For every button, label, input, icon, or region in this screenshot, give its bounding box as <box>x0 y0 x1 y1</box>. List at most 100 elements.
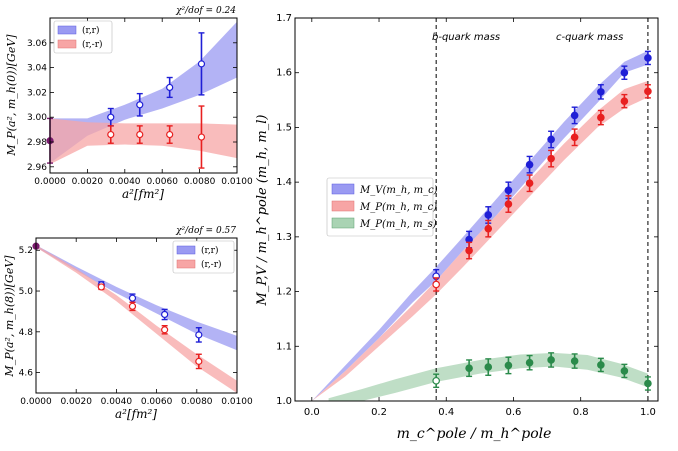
bottom-left-point-s1-2 <box>161 324 169 335</box>
top-left-ytick-label-2: 3.00 <box>27 113 47 123</box>
bottom-left-legend-label-rmr: (r,-r) <box>201 259 222 270</box>
top-left-xtick-label-1: 0.0020 <box>72 177 104 187</box>
right-point-s2-0 <box>465 359 473 378</box>
right-ytick-label-7: 1.7 <box>276 13 292 24</box>
bottom-left-point-s0-1 <box>128 293 137 303</box>
right-point-s1-3 <box>525 174 534 193</box>
right-point-s0-6 <box>597 84 605 100</box>
bottom-left-xtick-label-4: 0.0080 <box>181 397 213 407</box>
right-point-s0-8 <box>644 50 652 66</box>
top-left-ytick-label-4: 3.04 <box>27 64 47 74</box>
bottom-left-band-1 <box>36 245 237 393</box>
top-left-point-s1-3 <box>197 105 206 169</box>
right-vlines <box>435 18 649 401</box>
top-left-xtick-label-3: 0.0060 <box>146 177 178 187</box>
right-ytick-label-2: 1.2 <box>276 287 292 298</box>
bottom-left-ylabel: M_P(a², m_h(8))[GeV] <box>3 255 16 378</box>
top-left-point-s0-3 <box>197 32 206 96</box>
top-left-bands <box>50 21 237 165</box>
right-frame <box>294 17 659 402</box>
right-marks <box>432 50 652 391</box>
right-legend-label-mv: M_V(m_h, m_c) <box>359 185 438 196</box>
right-xtick-label-5: 1.0 <box>640 407 656 418</box>
bottom-left-xtick-label-2: 0.0040 <box>101 397 133 407</box>
right-xtick-label-0: 0.0 <box>304 407 320 418</box>
bottom-left-panel: 0.0000 0.0020 0.0040 0.0060 0.0080 0.0100 4.6 4… <box>3 226 253 421</box>
bottom-left-legend-swatch-rr <box>176 245 196 255</box>
top-left-xlabel: a²[fm²] <box>122 187 164 201</box>
right-point-s2-8 <box>644 376 652 391</box>
top-left-ytick-label-5: 3.06 <box>27 39 47 49</box>
right-xtick-label-2: 0.4 <box>438 407 454 418</box>
right-point-s2-3 <box>525 354 534 371</box>
right-ylabel: M_P,V / m_h^pole (m_h, m_l) <box>255 115 270 307</box>
right-legend-label-ms: M_P(m_h, m_s) <box>359 219 437 230</box>
right-point-s1-4 <box>547 149 555 168</box>
right-point-s2-1 <box>484 358 493 376</box>
bottom-left-ytick-label-0: 4.6 <box>19 369 34 379</box>
right-point-s1-7 <box>620 93 629 109</box>
bottom-left-band-0 <box>36 245 237 351</box>
top-left-ytick-label-0: 2.96 <box>27 163 47 173</box>
bottom-left-ytick-label-2: 5.0 <box>19 287 34 297</box>
top-left-xtick-label-4: 0.0080 <box>184 177 216 187</box>
bottom-left-ytick-label-1: 4.8 <box>19 328 34 338</box>
right-band-0 <box>311 50 648 402</box>
right-ytick-label-6: 1.6 <box>276 68 292 79</box>
right-legend-label-mp: M_P(m_h, m_c) <box>359 202 437 213</box>
bottom-left-ytick-label-3: 5.2 <box>19 246 33 256</box>
bottom-left-xlabel: a²[fm²] <box>115 407 157 421</box>
right-point-s1-2 <box>504 195 513 213</box>
right-ticks: 0.0 0.2 0.4 0.6 0.8 1.0 1.0 1.1 1.2 1.3 1.4 1.5 1.6 1… <box>276 13 658 418</box>
top-left-legend: (r,r) (r,-r) <box>53 20 113 54</box>
top-left-point-s1-2 <box>166 125 174 144</box>
right-legend: M_V(m_h, m_c) M_P(m_h, m_c) M_P(m_h, m_s… <box>326 177 438 237</box>
right-point-s0-5 <box>570 106 579 125</box>
right-xtick-label-1: 0.2 <box>371 407 387 418</box>
right-point-s2-4 <box>547 352 555 368</box>
right-band-2 <box>328 352 648 401</box>
top-left-point-s1-1 <box>136 125 144 144</box>
top-left-band-1 <box>50 118 237 165</box>
bottom-left-chi2: χ²/dof = 0.57 <box>175 226 236 236</box>
right-point-s1-0 <box>465 241 473 260</box>
bottom-left-legend-label-rr: (r,r) <box>201 245 219 256</box>
vline-label-c: c-quark mass <box>556 32 623 43</box>
top-left-ytick-label-3: 3.02 <box>27 88 47 98</box>
bottom-left-point-s1-0 <box>97 283 105 291</box>
right-open-point-s2 <box>432 373 440 389</box>
right-point-s2-5 <box>570 353 579 369</box>
right-xlabel: m_c^pole / m_h^pole <box>397 426 552 442</box>
right-band-1 <box>311 80 648 402</box>
bottom-left-xtick-label-0: 0.0000 <box>20 397 52 407</box>
right-xtick-label-4: 0.8 <box>573 407 589 418</box>
right-legend-swatch-mv <box>331 183 355 195</box>
top-left-point-s0-1 <box>136 92 144 117</box>
bottom-left-xtick-label-1: 0.0020 <box>60 397 92 407</box>
right-point-s1-5 <box>570 128 579 147</box>
bottom-left-bands <box>36 245 237 393</box>
top-left-chi2: χ²/dof = 0.24 <box>175 6 236 16</box>
top-left-legend-label-rmr: (r,-r) <box>82 39 103 50</box>
right-point-s2-6 <box>597 357 605 373</box>
right-bands <box>311 50 648 402</box>
right-ytick-label-4: 1.4 <box>276 177 292 188</box>
right-point-s1-6 <box>597 109 605 126</box>
top-left-panel: 0.0000 0.0020 0.0040 0.0060 0.0080 0.0100 2.96… <box>5 6 253 201</box>
bottom-left-frame <box>35 237 238 394</box>
right-legend-swatch-mp <box>331 200 355 212</box>
top-left-legend-swatch-rmr <box>57 39 77 49</box>
top-left-point-s0-2 <box>166 76 174 99</box>
right-ytick-label-1: 1.1 <box>276 341 292 352</box>
right-xtick-label-3: 0.6 <box>506 407 522 418</box>
right-point-s0-7 <box>620 65 629 80</box>
top-left-ytick-label-1: 2.98 <box>27 138 47 148</box>
top-left-xtick-label-0: 0.0000 <box>34 177 66 187</box>
right-point-s2-2 <box>504 356 513 375</box>
top-left-point-s1-0 <box>107 125 115 144</box>
bottom-left-point-s1-1 <box>128 301 137 312</box>
top-left-xtick-label-5: 0.0100 <box>221 177 253 187</box>
bottom-left-legend: (r,r) (r,-r) <box>172 240 235 274</box>
top-left-legend-swatch-rr <box>57 25 77 35</box>
